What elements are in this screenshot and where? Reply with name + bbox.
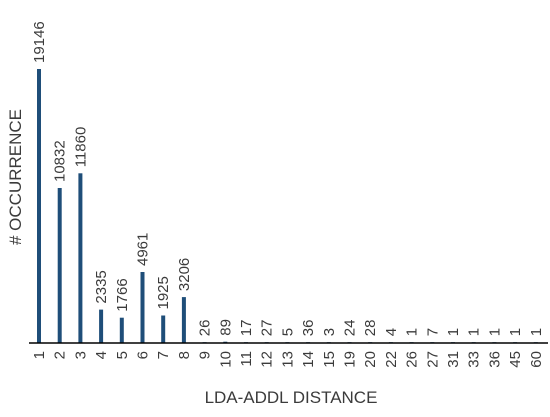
x-tick-label-1: 1 xyxy=(31,351,48,359)
x-tick-label-8: 8 xyxy=(176,351,193,359)
x-tick-label-45: 45 xyxy=(507,351,524,368)
data-label-6: 4961 xyxy=(135,233,152,266)
data-label-15: 3 xyxy=(321,328,338,336)
data-label-45: 1 xyxy=(507,328,524,336)
data-label-13: 5 xyxy=(279,328,296,336)
x-tick-label-14: 14 xyxy=(300,351,317,368)
x-tick-label-33: 33 xyxy=(466,351,483,368)
x-tick-label-6: 6 xyxy=(135,351,152,359)
data-label-11: 17 xyxy=(238,320,255,337)
x-tick-label-20: 20 xyxy=(362,351,379,368)
x-tick-label-4: 4 xyxy=(93,351,110,359)
x-tick-label-19: 19 xyxy=(342,351,359,368)
bar-3 xyxy=(78,173,83,343)
bar-4 xyxy=(99,309,104,343)
data-label-14: 36 xyxy=(300,320,317,337)
x-tick-label-12: 12 xyxy=(259,351,276,368)
data-label-26: 1 xyxy=(404,328,421,336)
data-label-7: 1925 xyxy=(155,276,172,309)
data-label-12: 27 xyxy=(259,320,276,337)
data-label-3: 11860 xyxy=(72,127,89,168)
data-label-4: 2335 xyxy=(93,270,110,303)
x-tick-label-15: 15 xyxy=(321,351,338,368)
data-label-1: 19146 xyxy=(31,21,48,63)
data-label-10: 89 xyxy=(217,319,234,336)
data-label-22: 4 xyxy=(383,328,400,336)
data-label-33: 1 xyxy=(466,328,483,336)
data-label-27: 7 xyxy=(424,328,441,336)
data-label-19: 24 xyxy=(342,320,359,337)
x-tick-label-27: 27 xyxy=(424,351,441,368)
x-tick-label-22: 22 xyxy=(383,351,400,368)
bar-2 xyxy=(57,188,62,343)
x-tick-label-5: 5 xyxy=(114,351,131,359)
data-label-60: 1 xyxy=(528,328,545,336)
bar-6 xyxy=(140,272,145,343)
x-tick-label-9: 9 xyxy=(197,351,214,359)
data-label-2: 10832 xyxy=(52,140,69,182)
bar-5 xyxy=(119,317,124,343)
x-tick-label-36: 36 xyxy=(486,351,503,368)
data-label-20: 28 xyxy=(362,320,379,337)
data-label-36: 1 xyxy=(486,328,503,336)
x-tick-label-2: 2 xyxy=(52,351,69,359)
data-label-8: 3206 xyxy=(176,258,193,291)
data-label-31: 1 xyxy=(445,328,462,336)
x-tick-label-7: 7 xyxy=(155,351,172,359)
data-label-5: 1766 xyxy=(114,278,131,311)
x-tick-label-26: 26 xyxy=(404,351,421,368)
x-axis-title: LDA-ADDL DISTANCE xyxy=(205,388,378,407)
y-axis-title: # OCCURRENCE xyxy=(6,109,25,245)
x-tick-label-3: 3 xyxy=(72,351,89,359)
x-tick-label-13: 13 xyxy=(279,351,296,368)
x-tick-label-60: 60 xyxy=(528,351,545,368)
bar-7 xyxy=(161,315,166,343)
x-tick-label-10: 10 xyxy=(217,351,234,368)
bar-8 xyxy=(181,297,186,343)
data-label-9: 26 xyxy=(197,320,214,337)
x-tick-label-11: 11 xyxy=(238,351,255,367)
x-tick-labels: 1 2 3 4 5 6 7 8 9 10 11 12 13 14 15 19 20 22 26 27 31 33 36 45 6… xyxy=(31,351,545,368)
x-tick-label-31: 31 xyxy=(445,351,462,368)
bars xyxy=(37,69,538,343)
bar-1 xyxy=(37,69,41,343)
